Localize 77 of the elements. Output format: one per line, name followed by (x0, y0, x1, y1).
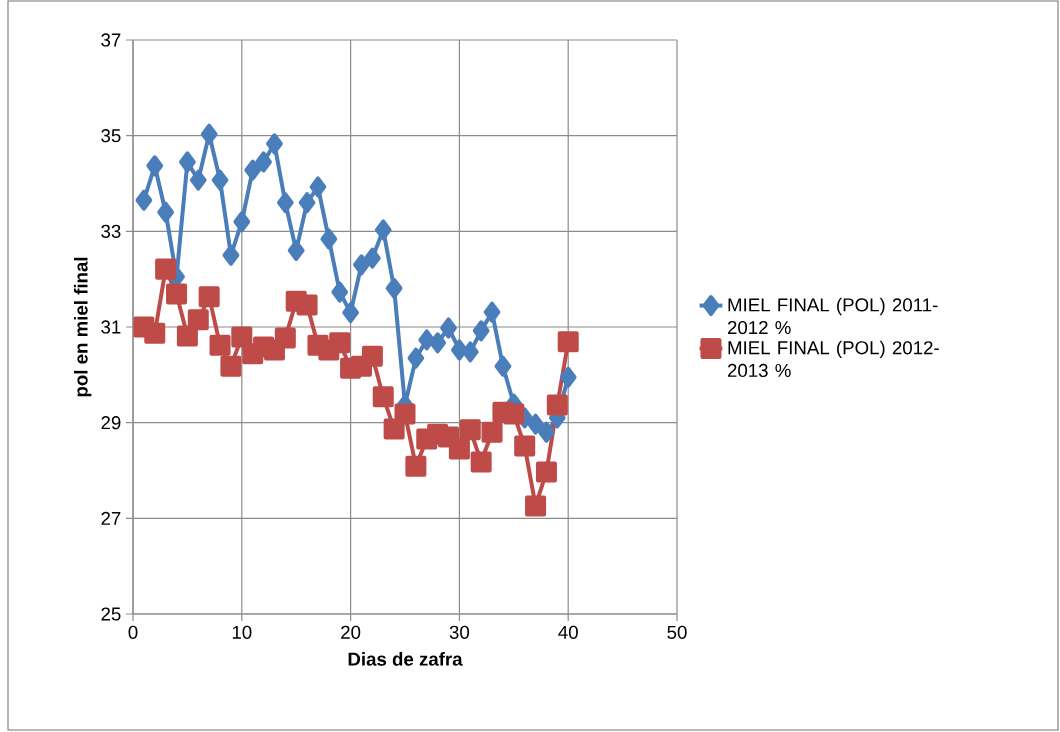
point (209, 334, 231, 356)
x-tick-label: 10 (232, 625, 252, 639)
point (135, 189, 153, 211)
point (146, 155, 164, 177)
y-tick-label: 27 (101, 511, 121, 525)
point (405, 455, 427, 477)
point (320, 228, 338, 250)
point (211, 169, 229, 191)
point (361, 345, 383, 367)
point (287, 239, 305, 261)
point (418, 329, 436, 351)
point (220, 355, 242, 377)
point (189, 169, 207, 191)
point (494, 355, 512, 377)
point (546, 394, 568, 416)
point (144, 322, 166, 344)
point (274, 327, 296, 349)
point (448, 438, 470, 460)
point (472, 320, 490, 342)
point (481, 421, 503, 443)
point (394, 403, 416, 425)
y-tick-label: 25 (101, 607, 121, 621)
point (385, 277, 403, 299)
point (374, 219, 392, 241)
point (298, 192, 316, 214)
y-tick-label: 37 (101, 33, 121, 47)
point (329, 332, 351, 354)
point (198, 286, 220, 308)
point (503, 403, 525, 425)
point (407, 347, 425, 369)
point (157, 201, 175, 223)
x-tick-label: 30 (449, 625, 470, 639)
y-tick-label: 31 (101, 320, 121, 334)
point (179, 151, 196, 173)
x-axis-title: Dias de zafra (348, 652, 463, 666)
point (372, 386, 394, 408)
point (527, 413, 544, 435)
point (535, 461, 557, 483)
x-tick-label: 0 (128, 625, 138, 639)
point (231, 326, 253, 348)
point (166, 283, 188, 305)
point (353, 254, 370, 276)
point (309, 176, 327, 198)
legend-label: MIEL FINAL (POL) 2012-2013 % (727, 340, 939, 378)
point (200, 123, 218, 145)
point (525, 495, 547, 517)
point (233, 211, 251, 233)
point (296, 294, 318, 316)
point (342, 302, 359, 324)
y-tick-label: 35 (101, 129, 121, 143)
point (155, 258, 177, 280)
x-tick-label: 40 (558, 625, 578, 639)
y-tick-label: 29 (101, 416, 121, 430)
point (244, 159, 262, 181)
point (187, 309, 209, 331)
point (363, 247, 381, 269)
point (470, 451, 492, 473)
x-tick-label: 20 (341, 625, 361, 639)
point (440, 317, 457, 339)
y-tick-label: 33 (101, 224, 121, 238)
point (266, 133, 283, 155)
point (331, 281, 349, 303)
point (459, 419, 481, 441)
legend-label: MIEL FINAL (POL) 2011-2012 % (727, 297, 938, 335)
y-axis-title: pol en miel final (73, 257, 92, 397)
point (483, 301, 501, 323)
point (461, 341, 479, 363)
point (557, 331, 579, 353)
point (276, 192, 294, 214)
point (514, 435, 536, 457)
point (176, 325, 198, 347)
point (559, 366, 577, 388)
point (538, 421, 555, 443)
point (255, 151, 272, 173)
point (222, 244, 240, 266)
point (429, 332, 447, 354)
x-tick-label: 50 (667, 625, 687, 639)
